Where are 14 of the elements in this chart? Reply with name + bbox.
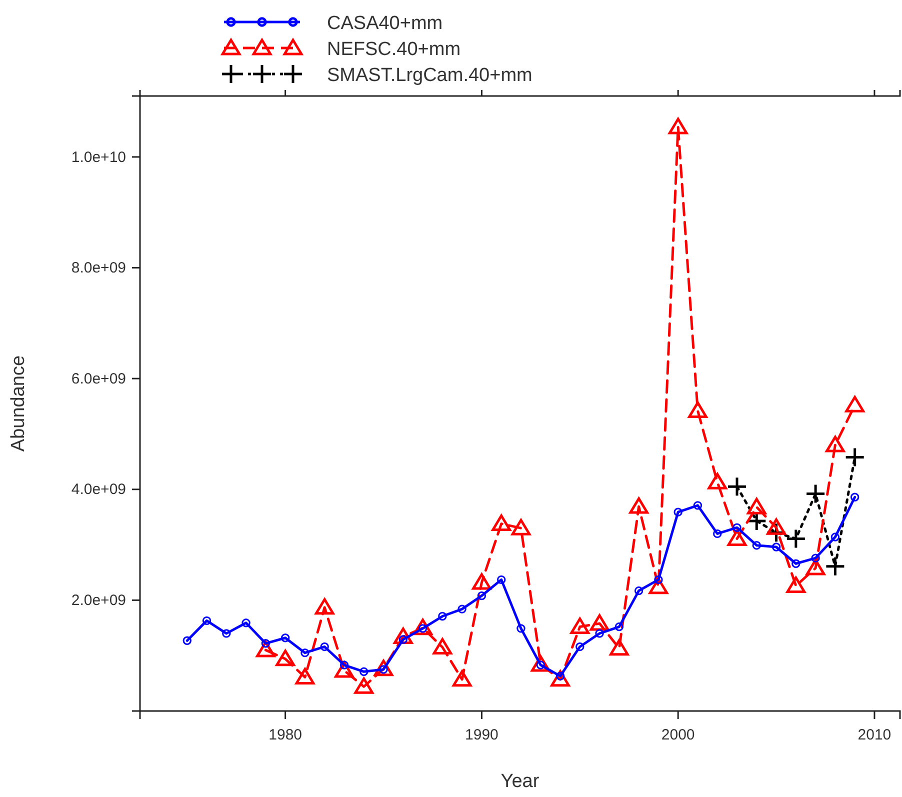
x-tick-label: 2010	[858, 726, 892, 744]
x-axis-title: Year	[500, 771, 540, 792]
x-tick-label: 1990	[465, 726, 498, 744]
legend-label: CASA40+mm	[327, 13, 443, 34]
y-tick-label: 8.0e+09	[71, 260, 126, 277]
y-tick-label: 6.0e+09	[71, 370, 126, 388]
x-tick-label: 2000	[661, 726, 695, 744]
y-tick-label: 4.0e+09	[71, 481, 126, 498]
y-axis-title: Abundance	[8, 355, 29, 452]
legend-label: NEFSC.40+mm	[327, 39, 461, 60]
y-tick-label: 1.0e+10	[71, 148, 126, 166]
x-tick-label: 1980	[268, 726, 302, 744]
y-tick-label: 2.0e+09	[71, 592, 126, 609]
legend-label: SMAST.LrgCam.40+mm	[327, 65, 532, 86]
